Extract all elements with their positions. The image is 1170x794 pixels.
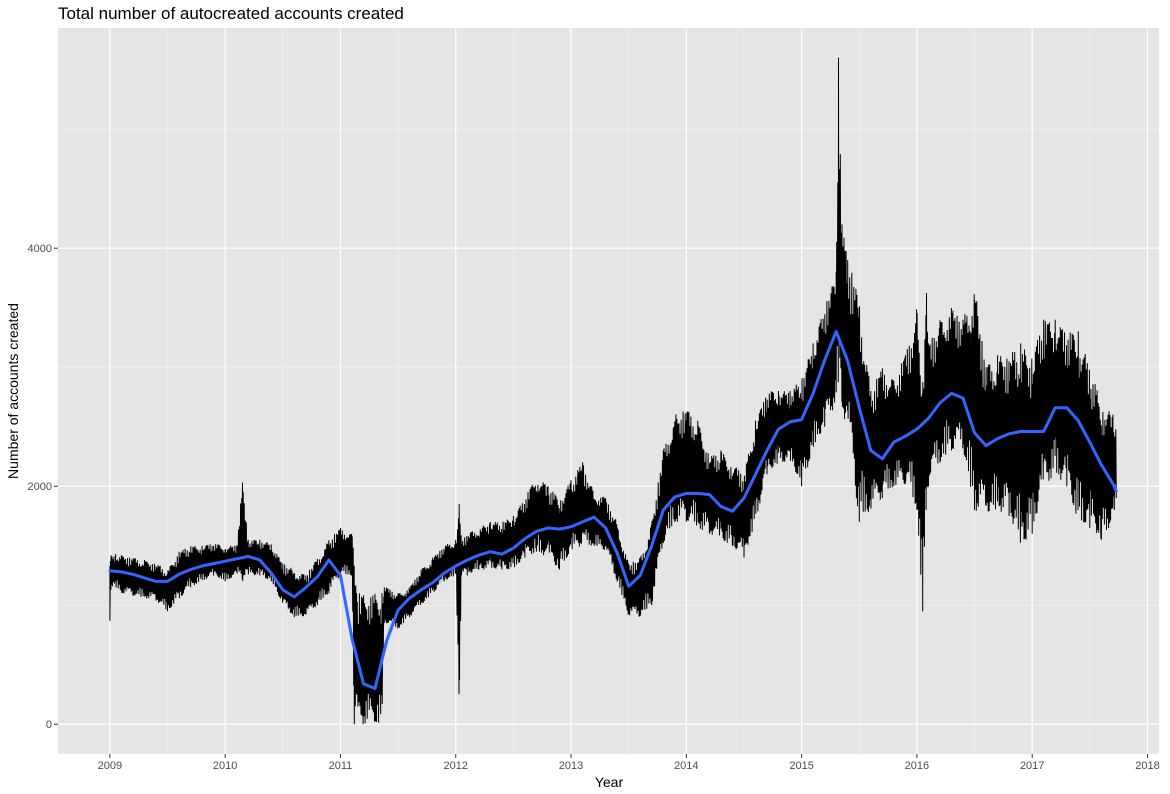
x-tick-label: 2012	[444, 760, 468, 772]
y-tick-label: 4000	[28, 243, 52, 255]
x-tick-label: 2011	[329, 760, 353, 772]
x-tick-label: 2017	[1020, 760, 1044, 772]
x-axis-title: Year	[595, 774, 624, 790]
x-tick-label: 2014	[674, 760, 698, 772]
x-tick-label: 2015	[789, 760, 813, 772]
smooth-trend-line	[108, 330, 1118, 690]
y-tick-label: 0	[46, 719, 52, 731]
axes: 2009 2010 2011 2012 2013 2014 2015 2016 2017 2018…	[28, 243, 1160, 772]
chart-title: Total number of autocreated accounts cre…	[58, 4, 404, 23]
y-tick-label: 2000	[28, 481, 52, 493]
smooth-series	[108, 330, 1118, 690]
x-tick-label: 2013	[559, 760, 583, 772]
x-tick-label: 2018	[1135, 760, 1159, 772]
x-tick-label: 2010	[213, 760, 237, 772]
x-tick-label: 2016	[905, 760, 929, 772]
y-axis-title: Number of accounts created	[5, 303, 21, 479]
x-tick-label: 2009	[98, 760, 122, 772]
